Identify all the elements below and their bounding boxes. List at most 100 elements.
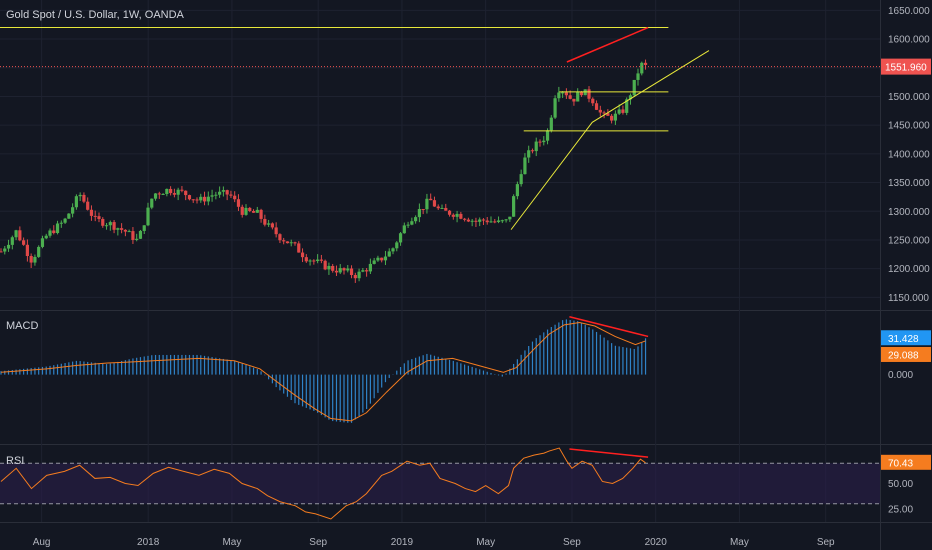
candle-body <box>500 220 504 222</box>
candle-body <box>67 213 71 219</box>
candle-body <box>365 270 369 272</box>
candle-body <box>6 244 11 249</box>
candle-body <box>496 220 501 222</box>
x-tick-label-4: 2019 <box>391 537 414 548</box>
candle-body <box>78 194 82 197</box>
candle-body <box>210 195 214 197</box>
candle-body <box>40 238 45 247</box>
candle-body <box>22 240 26 245</box>
ascending-trendline <box>510 50 710 230</box>
candle-body <box>71 207 75 214</box>
candle-body <box>576 91 580 102</box>
candle-body <box>270 223 274 228</box>
candle-body <box>417 209 421 218</box>
candle-body <box>349 268 354 276</box>
candle-body <box>504 219 508 221</box>
candles-group <box>0 59 648 283</box>
candle-body <box>455 213 459 217</box>
candle-body <box>297 243 301 253</box>
candle-body <box>553 98 557 118</box>
macd-value-label: 31.428 <box>888 334 919 345</box>
candle-body <box>613 113 617 121</box>
candle-body <box>18 230 22 241</box>
candle-body <box>572 98 576 102</box>
candle-body <box>372 260 376 264</box>
candle-body <box>617 109 621 114</box>
candle-body <box>104 225 109 227</box>
candle-body <box>0 251 3 253</box>
candle-body <box>478 219 482 222</box>
candle-body <box>436 206 440 209</box>
candle-body <box>14 230 18 238</box>
candle-body <box>3 248 7 252</box>
candle-body <box>10 237 14 245</box>
x-tick-label-6: Sep <box>563 537 581 548</box>
candle-body <box>323 260 327 270</box>
candle-body <box>568 95 572 99</box>
signal-value-label: 29.088 <box>888 350 919 361</box>
x-tick-label-7: 2020 <box>645 537 668 548</box>
candle-body <box>278 234 282 241</box>
price-divergence-line <box>566 26 649 63</box>
candle-body <box>157 193 161 195</box>
rsi-tick-label-0: 70.43 <box>888 458 913 469</box>
candle-body <box>621 109 625 113</box>
candle-body <box>285 241 290 244</box>
candle-body <box>625 99 629 113</box>
candle-body <box>512 196 516 217</box>
macd-histogram-group <box>0 319 647 423</box>
candle-body <box>184 190 188 196</box>
signal-value-badge <box>881 346 931 362</box>
candle-body <box>165 188 169 194</box>
candle-body <box>429 198 433 201</box>
candle-body <box>527 150 531 158</box>
candle-body <box>564 92 568 96</box>
candle-body <box>248 207 252 211</box>
candle-body <box>52 230 56 234</box>
candle-body <box>602 112 606 114</box>
candle-body <box>214 194 218 196</box>
candle-body <box>169 188 173 194</box>
candle-body <box>236 199 241 207</box>
candle-body <box>116 228 120 230</box>
candle-body <box>632 79 636 96</box>
candle-body <box>293 242 297 244</box>
candle-body <box>353 275 357 279</box>
candle-body <box>538 141 542 143</box>
candle-body <box>29 256 33 263</box>
macd-divergence-line <box>569 316 649 338</box>
macd-value-badge <box>881 330 931 346</box>
x-tick-label-5: May <box>476 537 495 548</box>
price-tick-label-5: 1400.000 <box>888 149 930 160</box>
candle-body <box>120 228 124 230</box>
candle-body <box>610 115 614 121</box>
candle-body <box>206 196 210 202</box>
candle-body <box>515 184 519 197</box>
candle-body <box>146 207 150 226</box>
candle-body <box>195 199 199 201</box>
x-tick-label-8: May <box>730 537 749 548</box>
candle-body <box>451 214 455 217</box>
candle-body <box>131 231 135 240</box>
candle-body <box>579 91 584 96</box>
price-tick-label-7: 1300.000 <box>888 207 930 218</box>
price-tick-label-0: 1650.000 <box>888 6 930 17</box>
candle-body <box>316 259 320 262</box>
candle-body <box>97 216 101 219</box>
candle-body <box>225 190 229 195</box>
candle-body <box>176 189 180 195</box>
rsi-band <box>0 463 880 504</box>
candle-body <box>414 217 418 222</box>
price-tick-label-9: 1200.000 <box>888 264 930 275</box>
candle-body <box>112 222 116 230</box>
x-tick-label-1: 2018 <box>137 537 160 548</box>
x-tick-label-2: May <box>222 537 241 548</box>
candle-body <box>259 209 263 219</box>
candle-body <box>153 193 158 199</box>
candle-body <box>643 62 648 65</box>
candle-body <box>474 220 478 222</box>
macd-signal-line <box>0 322 646 422</box>
candle-body <box>221 190 225 192</box>
price-tick-label-8: 1250.000 <box>888 235 930 246</box>
